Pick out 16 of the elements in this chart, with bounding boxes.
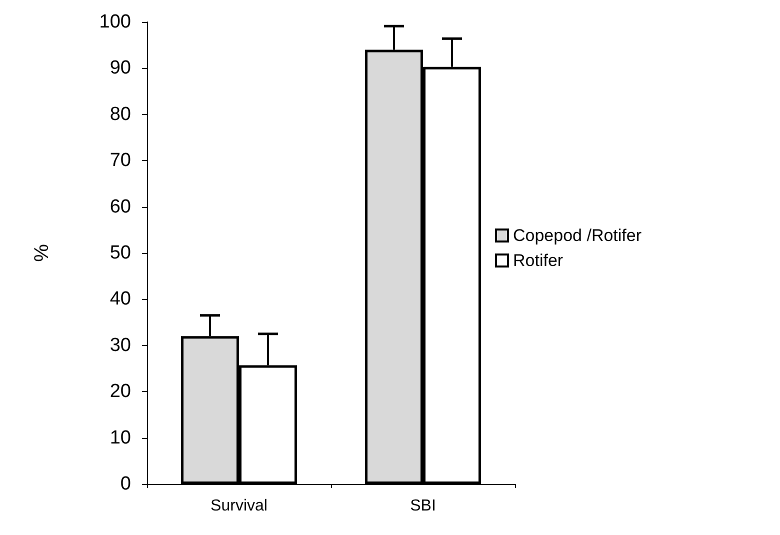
y-tick-label: 100 [99,12,131,32]
x-tick-label: Survival [210,498,268,514]
y-tick-label: 90 [110,58,131,79]
y-tick-label: 10 [110,427,131,448]
y-tick-label: 70 [110,150,131,172]
legend-label: Rotifer [513,251,564,270]
y-tick-label: 80 [110,104,131,125]
y-axis-title: % [31,244,53,262]
y-tick-label: 0 [120,474,131,494]
legend-label: Copepod /Rotifer [513,226,642,245]
y-tick-label: 60 [110,196,131,218]
x-tick-label: SBI [410,498,436,514]
y-tick-label: 50 [110,242,131,264]
y-tick-label: 40 [110,288,131,310]
y-tick-label: 20 [110,381,131,402]
y-tick-label: 30 [110,334,131,356]
